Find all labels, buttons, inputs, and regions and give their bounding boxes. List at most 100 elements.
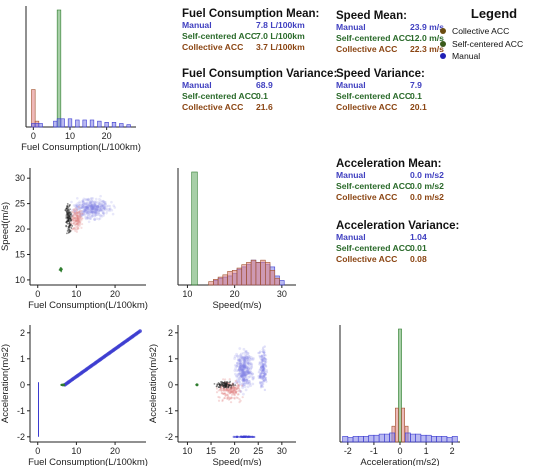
scatter-point bbox=[72, 222, 76, 225]
scatter-point bbox=[262, 380, 266, 383]
scatter-point bbox=[100, 209, 104, 213]
scatter-point bbox=[251, 382, 255, 386]
scatter-point bbox=[243, 375, 246, 379]
scatter-point bbox=[215, 387, 219, 390]
scatter-point bbox=[84, 206, 88, 209]
scatter-point bbox=[89, 202, 92, 205]
scatter-point bbox=[77, 211, 80, 215]
scatter-point bbox=[265, 370, 269, 374]
scatter-point bbox=[80, 206, 84, 209]
scatter-point bbox=[98, 207, 102, 211]
scatter-point bbox=[237, 393, 240, 396]
scatter-point bbox=[76, 204, 79, 207]
hist-bar bbox=[368, 434, 375, 443]
scatter-point bbox=[89, 205, 93, 208]
scatter-point bbox=[242, 361, 246, 365]
scatter-point bbox=[246, 370, 250, 374]
scatter-point bbox=[66, 232, 68, 235]
scatter-point bbox=[238, 358, 241, 362]
scatter-point bbox=[78, 220, 82, 224]
scatter-point bbox=[236, 382, 239, 385]
scatter-point bbox=[222, 392, 225, 396]
scatter-point bbox=[83, 207, 87, 211]
scatter-point bbox=[262, 374, 266, 378]
x-tick-label: 15 bbox=[206, 446, 216, 456]
scatter-point bbox=[235, 388, 238, 391]
scatter-point bbox=[76, 227, 79, 231]
scatter-point bbox=[226, 381, 229, 384]
scatter-point bbox=[96, 207, 100, 210]
y-tick-label: 2 bbox=[168, 328, 173, 338]
scatter-point bbox=[85, 206, 89, 209]
scatter-point bbox=[100, 208, 103, 212]
fuel-var-manual-label: Manual bbox=[182, 80, 212, 90]
scatter-point bbox=[260, 384, 264, 387]
scatter-point bbox=[65, 214, 68, 216]
scatter-point bbox=[241, 368, 245, 372]
scatter-point bbox=[245, 378, 249, 382]
scatter-point bbox=[226, 396, 229, 400]
scatter-point bbox=[230, 390, 233, 393]
scatter-point bbox=[238, 361, 242, 365]
hist-bar bbox=[431, 436, 437, 443]
scatter-point bbox=[241, 381, 245, 385]
scatter-point bbox=[238, 401, 241, 404]
scatter-point bbox=[85, 212, 89, 216]
scatter-point bbox=[91, 200, 95, 204]
scatter-point bbox=[93, 218, 97, 222]
hist-bar bbox=[60, 118, 65, 128]
scatter-point bbox=[261, 359, 264, 363]
scatter-point bbox=[233, 363, 237, 367]
scatter-point bbox=[242, 359, 246, 363]
scatter-point bbox=[236, 368, 240, 372]
scatter-point bbox=[83, 201, 87, 205]
scatter-point bbox=[79, 214, 82, 217]
scatter-point bbox=[245, 378, 249, 382]
scatter-point bbox=[260, 354, 264, 357]
scatter-point bbox=[77, 220, 80, 223]
scatter-point bbox=[75, 216, 78, 220]
scatter-point bbox=[80, 213, 84, 217]
scatter-point bbox=[76, 222, 79, 225]
scatter-point bbox=[80, 219, 83, 222]
scatter-point bbox=[242, 363, 246, 367]
scatter-point bbox=[79, 215, 82, 218]
scatter-point bbox=[263, 370, 267, 373]
scatter-point bbox=[74, 205, 78, 209]
scatter-point bbox=[81, 217, 84, 220]
scatter-point bbox=[249, 362, 252, 366]
scatter-point bbox=[245, 366, 248, 370]
scatter-point bbox=[239, 357, 243, 361]
x-tick-label: 10 bbox=[71, 289, 81, 299]
scatter-point bbox=[239, 375, 243, 379]
scatter-point bbox=[77, 220, 80, 223]
scatter-point bbox=[232, 384, 235, 387]
scatter-point bbox=[259, 355, 263, 358]
scatter-point bbox=[87, 204, 91, 208]
scatter-point bbox=[84, 212, 87, 215]
scatter-point bbox=[233, 393, 236, 396]
scatter-point bbox=[237, 375, 240, 379]
scatter-point bbox=[263, 359, 266, 363]
accel-mean-collective-value: 0.0 m/s2 bbox=[410, 192, 444, 203]
scatter-point bbox=[262, 366, 265, 369]
scatter-point bbox=[108, 207, 112, 211]
scatter-point bbox=[242, 366, 246, 370]
scatter-point bbox=[73, 226, 76, 230]
scatter-point bbox=[231, 389, 234, 392]
scatter-point bbox=[241, 369, 244, 373]
scatter-point bbox=[221, 399, 224, 403]
scatter-point bbox=[98, 197, 101, 201]
scatter-point bbox=[75, 228, 78, 231]
scatter-point bbox=[78, 211, 82, 214]
scatter-point bbox=[234, 390, 237, 394]
scatter-point bbox=[80, 212, 83, 215]
scatter-point bbox=[138, 329, 142, 333]
scatter-point bbox=[230, 397, 233, 400]
scatter-point bbox=[246, 368, 249, 372]
scatter-point bbox=[245, 356, 249, 360]
fuel-mean-self-label: Self-centered ACC bbox=[182, 31, 258, 42]
scatter-point bbox=[78, 224, 81, 228]
scatter-point bbox=[241, 384, 245, 388]
scatter-point bbox=[84, 197, 87, 201]
